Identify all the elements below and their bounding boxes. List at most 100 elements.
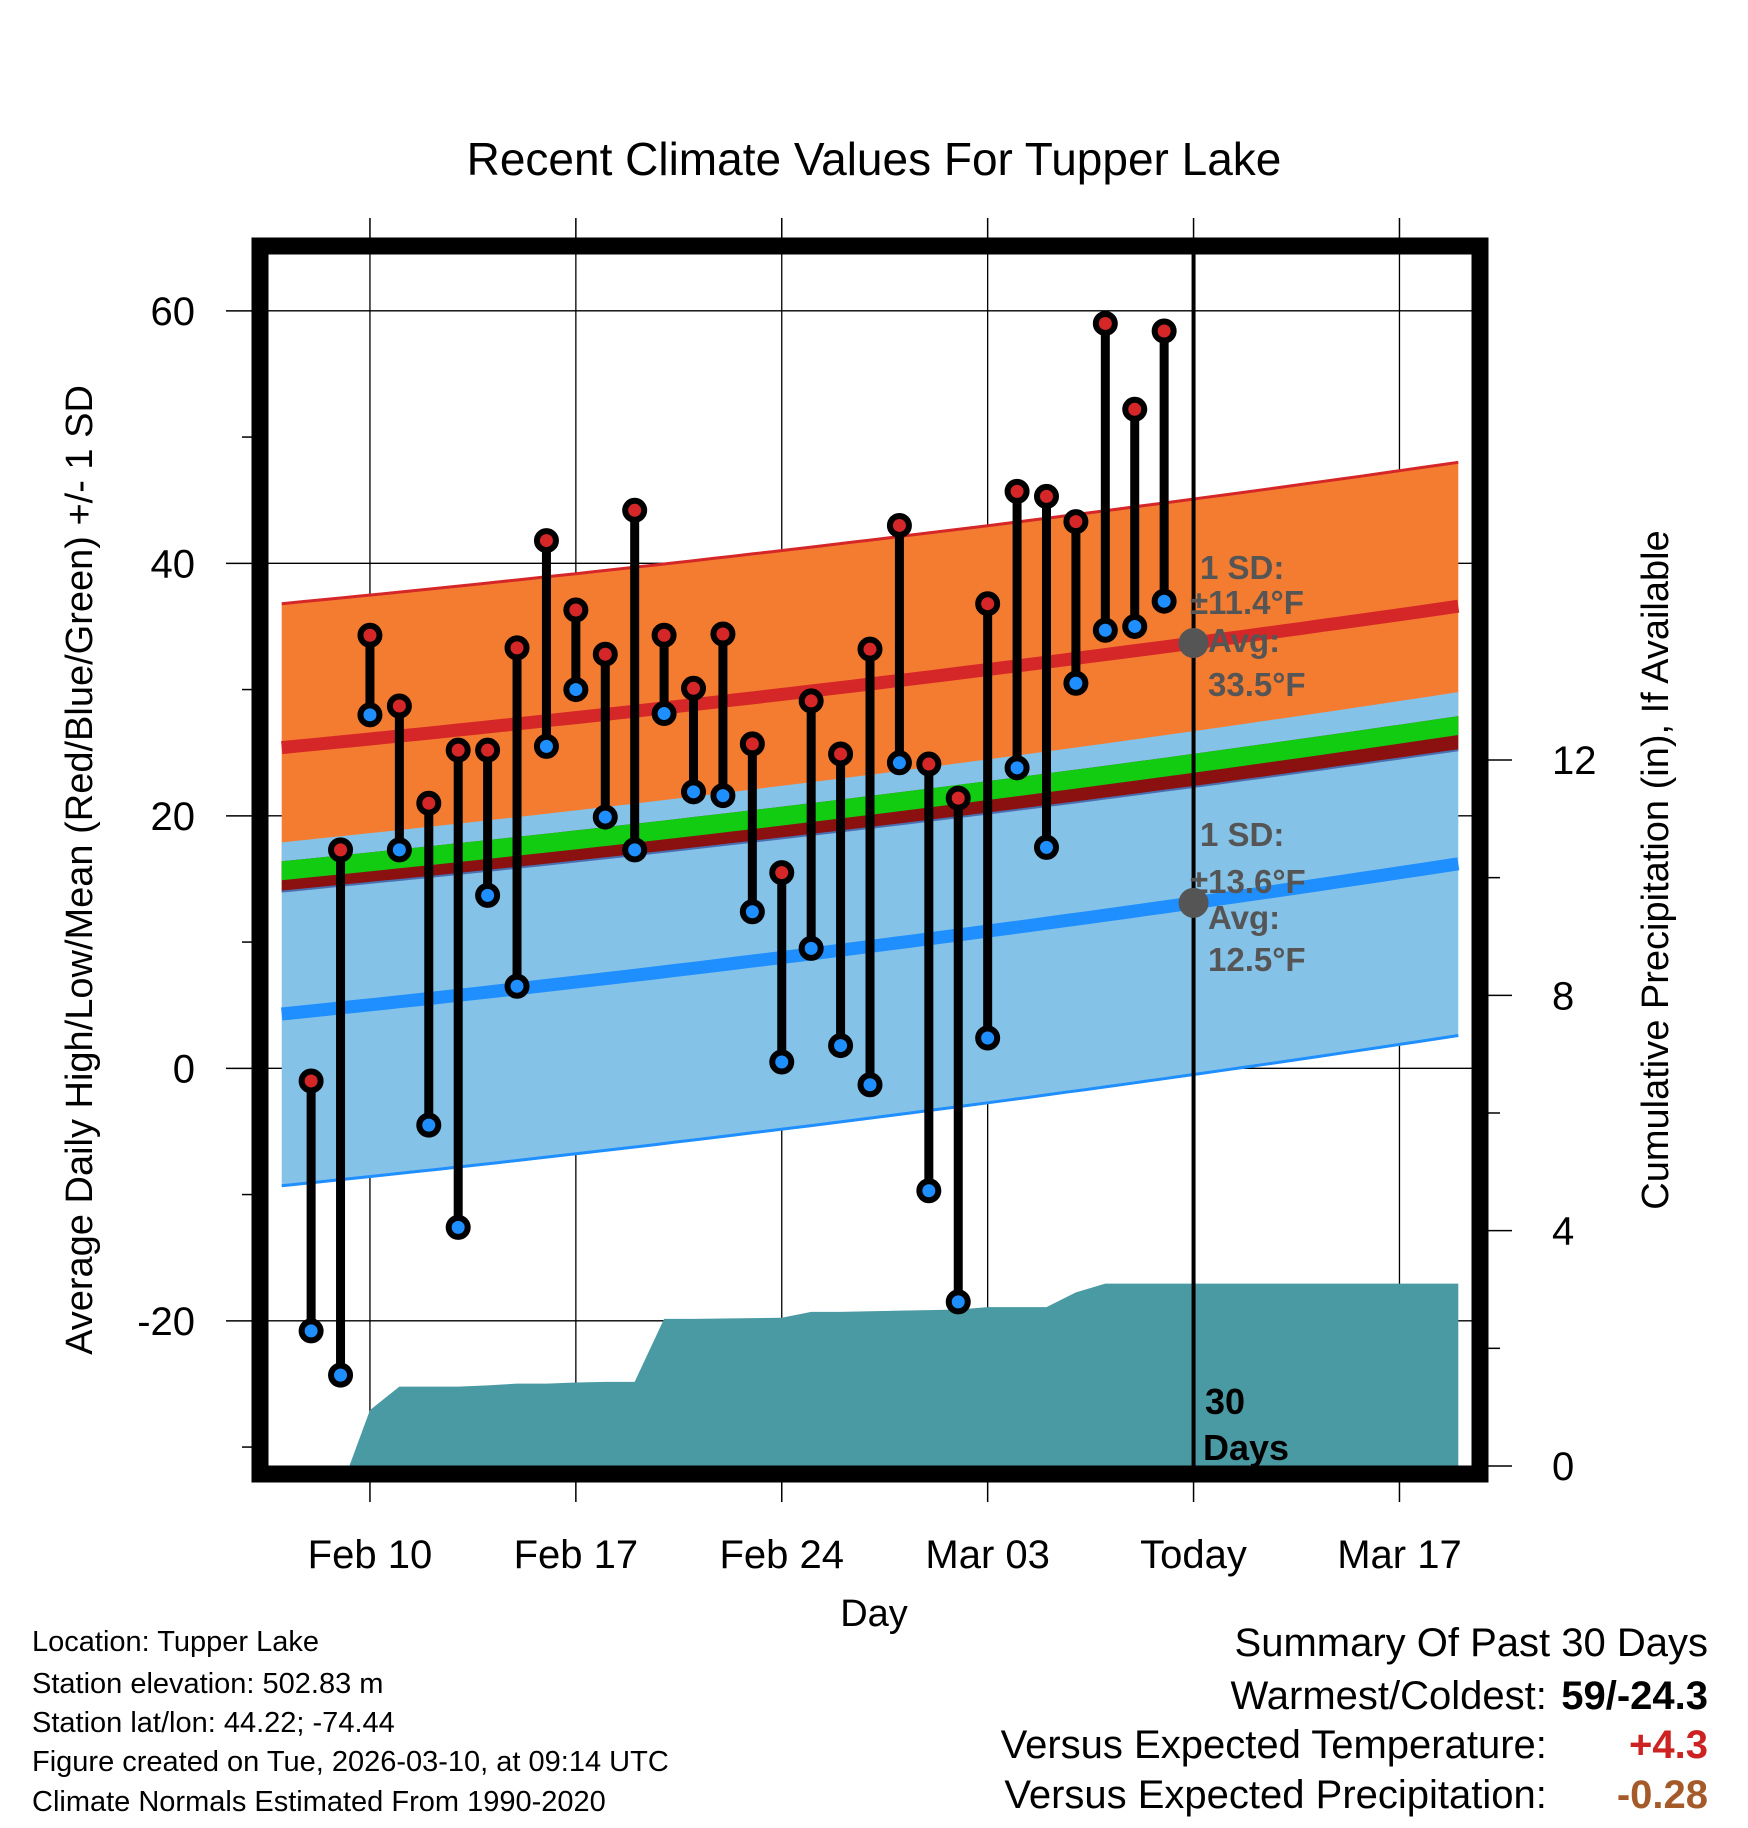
low-sd-label: 1 SD: <box>1200 816 1284 853</box>
daily-high-point <box>416 790 442 816</box>
daily-high-point <box>386 693 412 719</box>
y2-tick-label: 0 <box>1552 1445 1574 1489</box>
summary-warmest-label: Warmest/Coldest: <box>1230 1674 1547 1718</box>
daily-low-point <box>416 1112 442 1138</box>
info-normals: Climate Normals Estimated From 1990-2020 <box>32 1786 606 1818</box>
x-tick-label: Mar 03 <box>925 1533 1050 1577</box>
daily-range-bars <box>298 310 1177 1388</box>
info-created: Figure created on Tue, 2026-03-10, at 09… <box>32 1746 669 1778</box>
summary-title: Summary Of Past 30 Days <box>1234 1621 1708 1665</box>
daily-high-point <box>945 785 971 811</box>
x-tick-label: Feb 24 <box>719 1533 844 1577</box>
daily-high-point <box>886 512 912 538</box>
daily-low-point <box>445 1214 471 1240</box>
high-sd-value: ±11.4°F <box>1190 584 1304 621</box>
low-lower-sd-line <box>281 1034 1459 1188</box>
x-axis-label: Day <box>840 1593 908 1635</box>
daily-high-point <box>710 621 736 647</box>
daily-high-point <box>828 741 854 767</box>
precipitation-fill <box>349 1283 1459 1466</box>
y-tick-label: 60 <box>151 290 196 334</box>
daily-high-point <box>622 497 648 523</box>
daily-high-point <box>475 737 501 763</box>
high-avg-label: Avg: <box>1208 622 1280 659</box>
daily-low-point <box>1122 613 1148 639</box>
normal-low-today-marker <box>1178 887 1209 918</box>
daily-low-point <box>857 1072 883 1098</box>
y-tick-label: 20 <box>151 795 196 839</box>
info-elevation: Station elevation: 502.83 m <box>32 1668 384 1700</box>
daily-high-point <box>504 635 530 661</box>
daily-low-point <box>798 935 824 961</box>
daily-high-point <box>1004 478 1030 504</box>
info-latlon: Station lat/lon: 44.22; -74.44 <box>32 1707 395 1739</box>
low-avg-label: Avg: <box>1208 899 1280 936</box>
daily-low-point <box>1151 588 1177 614</box>
daily-high-point <box>298 1068 324 1094</box>
daily-low-point <box>1092 617 1118 643</box>
daily-high-point <box>857 636 883 662</box>
daily-high-point <box>592 641 618 667</box>
daily-low-point <box>475 882 501 908</box>
daily-low-point <box>651 701 677 727</box>
daily-low-point <box>328 1362 354 1388</box>
x-tick-label: Mar 17 <box>1337 1533 1462 1577</box>
daily-low-point <box>298 1318 324 1344</box>
chart-title: Recent Climate Values For Tupper Lake <box>467 133 1282 185</box>
daily-low-point <box>710 783 736 809</box>
daily-high-point <box>563 597 589 623</box>
daily-high-point <box>1122 396 1148 422</box>
y-tick-label: 40 <box>151 542 196 586</box>
daily-high-point <box>681 675 707 701</box>
daily-low-point <box>533 733 559 759</box>
daily-low-point <box>828 1033 854 1059</box>
plot-frame <box>251 237 1489 1483</box>
summary-warmest: Warmest/Coldest: 59/-24.3 <box>1231 1674 1709 1719</box>
y2-tick-label: 8 <box>1552 974 1574 1018</box>
y-tick-label: -20 <box>137 1300 195 1344</box>
x-tick-label: Feb 17 <box>514 1533 639 1577</box>
daily-low-point <box>563 677 589 703</box>
daily-high-point <box>445 737 471 763</box>
daily-low-point <box>1004 755 1030 781</box>
x-tick-label: Today <box>1140 1533 1247 1577</box>
daily-high-point <box>533 528 559 554</box>
daily-low-point <box>386 837 412 863</box>
daily-low-point <box>886 750 912 776</box>
daily-low-point <box>622 837 648 863</box>
daily-low-point <box>681 779 707 805</box>
days-count-label: 30 <box>1205 1381 1245 1422</box>
y2-axis: 0 4 8 12 <box>1488 739 1597 1489</box>
daily-high-point <box>1092 310 1118 336</box>
daily-high-point <box>651 622 677 648</box>
daily-high-point <box>798 688 824 714</box>
daily-low-point <box>739 899 765 925</box>
annotations: 1 SD: ±11.4°F Avg: 33.5°F 1 SD: ±13.6°F … <box>1190 549 1306 1468</box>
normal-avg-markers <box>1178 627 1209 918</box>
daily-high-point <box>739 731 765 757</box>
y2-tick-label: 4 <box>1552 1210 1574 1254</box>
daily-high-point <box>357 622 383 648</box>
y2-axis-label: Cumulative Precipitation (in), If Availa… <box>1635 530 1677 1209</box>
summary-precip-value: -0.28 <box>1616 1773 1708 1817</box>
high-avg-value: 33.5°F <box>1208 666 1306 703</box>
summary-precip-label: Versus Expected Precipitation: <box>1004 1773 1547 1817</box>
high-sd-label: 1 SD: <box>1200 549 1284 586</box>
daily-high-point <box>916 751 942 777</box>
daily-low-point <box>1063 670 1089 696</box>
summary-precip: Versus Expected Precipitation: -0.28 <box>1004 1773 1708 1818</box>
daily-low-point <box>769 1049 795 1075</box>
x-tick-label: Feb 10 <box>308 1533 433 1577</box>
daily-high-point <box>975 591 1001 617</box>
summary-temp-label: Versus Expected Temperature: <box>1000 1723 1547 1767</box>
daily-low-point <box>357 702 383 728</box>
daily-high-point <box>1063 509 1089 535</box>
summary-temp: Versus Expected Temperature: +4.3 <box>1001 1723 1708 1768</box>
daily-low-point <box>916 1178 942 1204</box>
daily-high-point <box>328 837 354 863</box>
y2-tick-label: 12 <box>1552 739 1597 783</box>
high-upper-sd-line <box>281 460 1459 606</box>
y-axis: -20 0 20 40 60 <box>137 290 252 1448</box>
normal-high-today-marker <box>1178 627 1209 658</box>
